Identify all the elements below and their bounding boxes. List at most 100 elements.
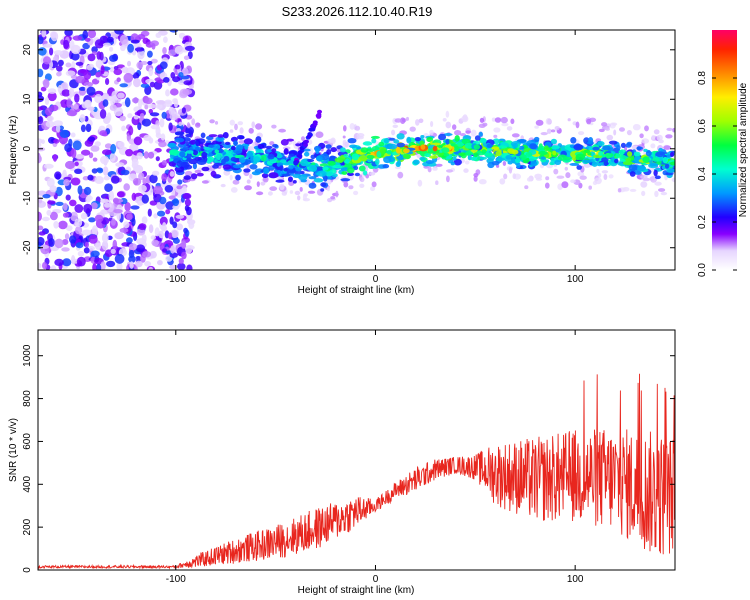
heatmap-cell xyxy=(545,182,550,189)
heatmap-cell xyxy=(194,169,202,174)
heatmap-cell xyxy=(84,99,92,108)
heatmap-cell xyxy=(76,256,86,267)
heatmap-cell xyxy=(186,264,193,270)
heatmap-cell xyxy=(183,55,190,61)
heatmap-cell xyxy=(172,198,180,207)
heatmap-cell xyxy=(311,162,316,166)
heatmap-cell xyxy=(46,177,55,188)
heatmap-cell xyxy=(141,234,147,243)
heatmap-cell xyxy=(38,196,43,204)
heatmap-cell xyxy=(185,150,194,154)
heatmap-cell xyxy=(445,138,450,145)
heatmap-cell xyxy=(100,198,110,204)
heatmap-cell xyxy=(117,92,125,99)
heatmap-cell xyxy=(506,126,513,131)
heatmap-cell xyxy=(128,243,138,251)
heatmap-cell xyxy=(108,190,115,201)
heatmap-cell xyxy=(195,139,201,147)
heatmap-cell xyxy=(121,125,126,132)
heatmap-cell xyxy=(85,123,92,133)
heatmap-cell xyxy=(279,165,284,171)
heatmap-cell xyxy=(564,166,568,171)
heatmap-cell xyxy=(310,127,316,132)
heatmap-cell xyxy=(265,145,273,150)
heatmap-cell xyxy=(560,146,566,151)
heatmap-cell xyxy=(257,143,265,149)
heatmap-cell xyxy=(255,136,262,143)
heatmap-cell xyxy=(56,71,62,77)
heatmap-cell xyxy=(106,36,114,43)
heatmap-cell xyxy=(164,185,174,193)
heatmap-cell xyxy=(432,166,438,171)
heatmap-cell xyxy=(63,39,70,50)
heatmap-cell xyxy=(74,154,85,159)
heatmap-cell xyxy=(147,151,155,159)
heatmap-cell xyxy=(184,45,195,52)
heatmap-cell xyxy=(78,86,87,91)
heatmap-cell xyxy=(491,117,496,122)
heatmap-cell xyxy=(550,129,556,133)
heatmap-cell xyxy=(38,138,43,144)
heatmap-cell xyxy=(359,155,368,161)
heatmap-cell xyxy=(297,195,301,201)
heatmap-cell xyxy=(100,261,106,270)
heatmap-cell xyxy=(545,118,552,125)
heatmap-cell xyxy=(540,132,548,136)
heatmap-cell xyxy=(87,53,96,62)
heatmap-cell xyxy=(474,135,481,141)
heatmap-cell xyxy=(69,40,75,51)
heatmap-cell xyxy=(182,88,193,95)
heatmap-cell xyxy=(71,255,76,265)
heatmap-cell xyxy=(170,88,179,96)
heatmap-cell xyxy=(614,158,619,164)
heatmap-cell xyxy=(353,165,359,171)
heatmap-cell xyxy=(201,180,209,184)
heatmap-cell xyxy=(281,173,292,177)
heatmap-cell xyxy=(63,179,70,187)
y-tick-label: -20 xyxy=(22,240,33,255)
heatmap-cell xyxy=(131,218,136,226)
heatmap-cell xyxy=(322,166,329,171)
heatmap-cell xyxy=(295,167,302,172)
heatmap-cell xyxy=(169,216,174,225)
heatmap-cell xyxy=(415,119,420,126)
heatmap-cell xyxy=(57,84,63,94)
heatmap-cell xyxy=(491,146,500,150)
heatmap-cell xyxy=(42,43,53,48)
heatmap-cell xyxy=(138,223,147,231)
heatmap-cell xyxy=(315,131,324,138)
heatmap-cell xyxy=(396,133,405,140)
heatmap-cell xyxy=(371,138,377,144)
heatmap-cell xyxy=(615,153,620,158)
heatmap-cell xyxy=(81,149,91,156)
heatmap-cell xyxy=(500,116,508,124)
heatmap-cell xyxy=(177,179,183,185)
heatmap-cell xyxy=(168,49,177,56)
heatmap-cell xyxy=(670,151,675,157)
heatmap-cell xyxy=(591,161,598,167)
heatmap-cell xyxy=(424,153,431,158)
heatmap-cell xyxy=(582,159,593,163)
heatmap-cell xyxy=(55,124,61,133)
heatmap-cell xyxy=(126,213,133,221)
heatmap-cell xyxy=(271,124,277,129)
heatmap-cell xyxy=(46,209,52,216)
heatmap-cell xyxy=(159,216,168,226)
heatmap-cell xyxy=(473,176,478,182)
heatmap-cell xyxy=(149,250,157,259)
heatmap-cell xyxy=(435,180,439,185)
heatmap-cell xyxy=(223,155,230,162)
heatmap-cell xyxy=(178,72,184,78)
heatmap-cell xyxy=(461,115,469,123)
colorbar-label: Normalized spectral amplitude xyxy=(738,82,749,217)
heatmap-cell xyxy=(358,165,366,172)
heatmap-cell xyxy=(267,191,273,196)
heatmap-cell xyxy=(538,150,548,156)
heatmap-cell xyxy=(578,131,585,136)
heatmap-cell xyxy=(38,236,45,246)
heatmap-cell xyxy=(268,165,275,171)
heatmap-cell xyxy=(75,226,83,235)
heatmap-cell xyxy=(188,84,194,90)
heatmap-cell xyxy=(232,179,240,185)
heatmap-cell xyxy=(505,155,513,160)
